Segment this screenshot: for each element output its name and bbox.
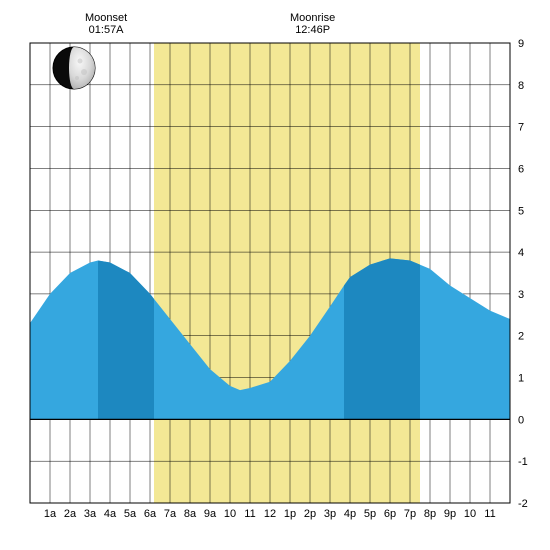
svg-text:7a: 7a	[164, 508, 177, 520]
svg-text:9: 9	[518, 38, 524, 50]
svg-text:0: 0	[518, 414, 524, 426]
svg-text:8: 8	[518, 80, 524, 92]
svg-text:12: 12	[264, 508, 276, 520]
svg-text:9p: 9p	[444, 508, 456, 520]
svg-text:7: 7	[518, 122, 524, 134]
svg-text:1a: 1a	[44, 508, 57, 520]
moonset-label: Moonset 01:57A	[85, 12, 127, 36]
svg-text:11: 11	[484, 508, 495, 520]
svg-text:11: 11	[244, 508, 255, 520]
svg-text:7p: 7p	[404, 508, 416, 520]
svg-text:9a: 9a	[204, 508, 217, 520]
svg-text:4a: 4a	[104, 508, 117, 520]
moonset-title: Moonset	[85, 12, 127, 24]
moonrise-label: Moonrise 12:46P	[290, 12, 335, 36]
svg-text:8a: 8a	[184, 508, 197, 520]
svg-text:5: 5	[518, 205, 524, 217]
svg-text:-2: -2	[518, 498, 528, 510]
svg-text:5a: 5a	[124, 508, 137, 520]
svg-text:3p: 3p	[324, 508, 336, 520]
svg-text:4p: 4p	[344, 508, 356, 520]
tide-chart: Moonset 01:57A Moonrise 12:46P -2-101234…	[10, 10, 540, 540]
svg-text:2: 2	[518, 331, 524, 343]
svg-text:6: 6	[518, 163, 524, 175]
svg-text:6a: 6a	[144, 508, 157, 520]
svg-text:6p: 6p	[384, 508, 396, 520]
svg-text:-1: -1	[518, 456, 528, 468]
moonrise-title: Moonrise	[290, 12, 335, 24]
svg-text:10: 10	[224, 508, 236, 520]
svg-text:4: 4	[518, 247, 524, 259]
svg-text:5p: 5p	[364, 508, 376, 520]
svg-text:3a: 3a	[84, 508, 97, 520]
moonset-time: 01:57A	[85, 24, 127, 36]
svg-text:10: 10	[464, 508, 476, 520]
svg-text:2a: 2a	[64, 508, 77, 520]
moonrise-time: 12:46P	[290, 24, 335, 36]
moon-phase-icon	[52, 46, 96, 90]
svg-text:1p: 1p	[284, 508, 296, 520]
svg-text:2p: 2p	[304, 508, 316, 520]
svg-text:8p: 8p	[424, 508, 436, 520]
svg-text:1: 1	[518, 373, 524, 385]
svg-text:3: 3	[518, 289, 524, 301]
